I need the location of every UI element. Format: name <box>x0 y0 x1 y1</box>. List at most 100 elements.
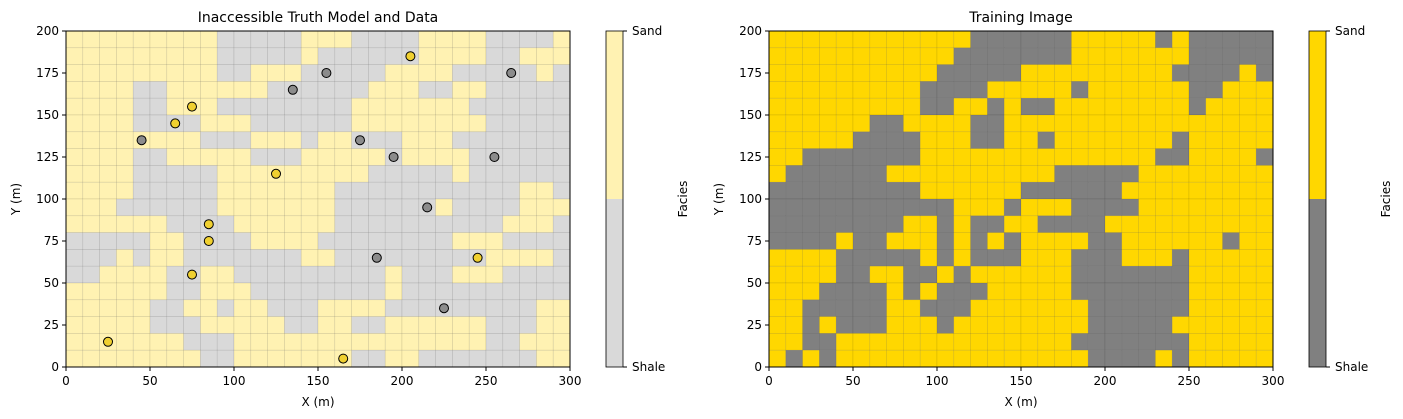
facies-cell-shale <box>936 198 955 217</box>
facies-cell-sand <box>132 215 151 233</box>
facies-cell-sand <box>768 265 787 284</box>
facies-cell-shale <box>502 232 520 250</box>
facies-cell-sand <box>149 64 168 82</box>
facies-cell-sand <box>1255 265 1274 284</box>
facies-cell-sand <box>1020 215 1039 233</box>
facies-cell-shale <box>452 299 470 317</box>
facies-cell-sand <box>1188 265 1207 284</box>
facies-cell-shale <box>166 215 184 233</box>
facies-cell-sand <box>852 47 871 65</box>
facies-cell-shale <box>1121 282 1139 301</box>
facies-cell-sand <box>819 114 837 133</box>
facies-cell-sand <box>1205 316 1223 334</box>
facies-cell-sand <box>1003 215 1022 233</box>
facies-cell-sand <box>1255 282 1274 301</box>
facies-cell-shale <box>552 97 571 116</box>
facies-cell-sand <box>1104 148 1123 166</box>
facies-cell-shale <box>401 299 420 317</box>
facies-cell-sand <box>65 114 84 133</box>
truth-model-panel: Inaccessible Truth Model and Data 0 50 100… <box>9 10 690 409</box>
facies-cell-sand <box>1121 131 1139 149</box>
facies-cell-sand <box>166 349 184 368</box>
facies-cell-sand <box>785 131 803 149</box>
facies-cell-sand <box>536 215 554 233</box>
facies-cell-sand <box>99 148 117 166</box>
facies-cell-sand <box>1239 114 1257 133</box>
facies-cell-shale <box>216 249 235 267</box>
facies-cell-sand <box>351 97 369 116</box>
facies-cell-sand <box>1205 148 1223 166</box>
facies-cell-sand <box>536 316 554 334</box>
facies-cell-shale <box>183 232 201 250</box>
x-tick-label: 200 <box>391 374 414 388</box>
facies-cell-shale <box>819 181 837 200</box>
facies-cell-shale <box>802 333 820 351</box>
facies-cell-sand <box>1037 81 1055 99</box>
facies-cell-sand <box>1087 97 1106 116</box>
facies-cell-sand <box>468 232 487 250</box>
facies-cell-shale <box>284 282 302 301</box>
facies-cell-sand <box>1054 64 1072 82</box>
facies-cell-shale <box>149 81 168 99</box>
facies-cell-sand <box>936 165 955 183</box>
facies-cell-sand <box>267 64 285 82</box>
facies-cell-shale <box>452 282 470 301</box>
facies-cell-shale <box>886 148 904 166</box>
facies-cell-shale <box>468 148 487 166</box>
facies-cell-sand <box>250 316 268 334</box>
facies-cell-sand <box>802 282 820 301</box>
facies-cell-shale <box>149 316 168 334</box>
facies-cell-shale <box>1171 349 1190 368</box>
facies-cell-sand <box>1020 349 1039 368</box>
facies-cell-shale <box>1087 349 1106 368</box>
facies-cell-shale <box>351 81 369 99</box>
facies-cell-sand <box>452 265 470 284</box>
facies-cell-sand <box>869 30 887 49</box>
facies-cell-sand <box>132 316 151 334</box>
facies-cell-shale <box>485 215 504 233</box>
facies-cell-shale <box>903 265 921 284</box>
facies-cell-shale <box>284 30 302 49</box>
facies-cell-sand <box>869 265 887 284</box>
y-tick-label: 125 <box>36 150 59 164</box>
facies-cell-shale <box>1104 249 1123 267</box>
y-tick-label: 200 <box>739 24 762 38</box>
truth-model-cells <box>65 30 571 368</box>
facies-cell-sand <box>1239 316 1257 334</box>
facies-cell-sand <box>953 114 971 133</box>
facies-cell-shale <box>835 165 854 183</box>
facies-cell-sand <box>1071 349 1089 368</box>
x-tick-label: 0 <box>765 374 773 388</box>
facies-cell-sand <box>519 47 537 65</box>
facies-cell-sand <box>1222 181 1240 200</box>
facies-cell-sand <box>1138 215 1156 233</box>
facies-cell-shale <box>485 198 504 217</box>
facies-cell-shale <box>869 232 887 250</box>
facies-cell-sand <box>233 299 252 317</box>
facies-cell-sand <box>452 97 470 116</box>
facies-cell-shale <box>519 114 537 133</box>
facies-cell-sand <box>300 198 319 217</box>
facies-cell-shale <box>1104 333 1123 351</box>
facies-cell-sand <box>99 181 117 200</box>
facies-cell-shale <box>852 249 871 267</box>
facies-cell-shale <box>936 64 955 82</box>
facies-cell-shale <box>384 198 403 217</box>
facies-cell-sand <box>919 282 938 301</box>
facies-cell-sand <box>368 81 386 99</box>
facies-cell-shale <box>317 81 336 99</box>
facies-cell-shale <box>802 181 820 200</box>
facies-cell-sand <box>250 215 268 233</box>
facies-cell-sand <box>1087 47 1106 65</box>
facies-cell-shale <box>835 215 854 233</box>
facies-cell-shale <box>384 299 403 317</box>
facies-cell-shale <box>1037 215 1055 233</box>
facies-cell-shale <box>334 265 352 284</box>
facies-cell-sand <box>802 47 820 65</box>
facies-cell-sand <box>1222 215 1240 233</box>
training-colorbar-sand <box>1309 31 1326 199</box>
facies-cell-sand <box>233 316 252 334</box>
facies-cell-shale <box>852 299 871 317</box>
facies-cell-sand <box>82 282 100 301</box>
facies-cell-shale <box>936 316 955 334</box>
